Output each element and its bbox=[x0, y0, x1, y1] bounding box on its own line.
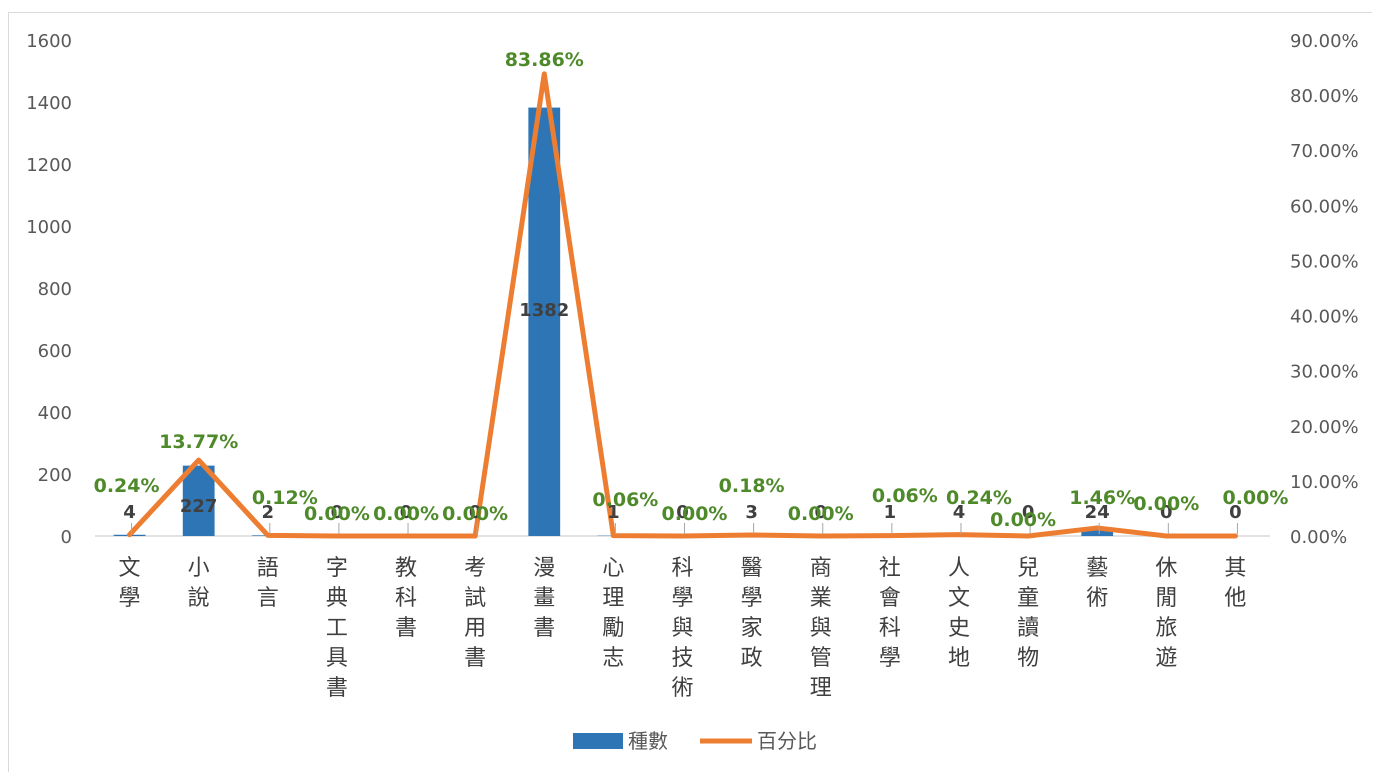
x-category-label: 小說 bbox=[188, 556, 210, 611]
y-right-tick-label: 40.00% bbox=[1290, 307, 1359, 328]
x-category-label: 兒童讀物 bbox=[1017, 556, 1039, 671]
bar-value-label: 1382 bbox=[519, 300, 569, 321]
x-category-label: 社會科學 bbox=[879, 556, 901, 671]
x-category-label: 人文史地 bbox=[948, 556, 970, 671]
bar-value-label: 0 bbox=[400, 502, 413, 523]
y-right-tick-label: 90.00% bbox=[1290, 31, 1359, 52]
x-category-label: 考試用書 bbox=[464, 556, 486, 671]
x-category-label: 字典工具書 bbox=[326, 556, 348, 701]
percent-label: 0.00% bbox=[373, 503, 439, 525]
percent-label: 0.00% bbox=[788, 503, 854, 525]
bar-value-label: 3 bbox=[745, 502, 758, 523]
y-right-tick-label: 10.00% bbox=[1290, 472, 1359, 493]
percent-label: 0.06% bbox=[872, 485, 938, 507]
bar-value-label: 4 bbox=[123, 502, 136, 523]
y-right-tick-label: 80.00% bbox=[1290, 86, 1359, 107]
bar[interactable] bbox=[1081, 528, 1114, 536]
bar-value-label: 0 bbox=[676, 502, 689, 523]
x-category-label: 心理勵志 bbox=[602, 556, 624, 671]
x-category-label: 其他 bbox=[1224, 556, 1246, 611]
y-left-tick-label: 0 bbox=[61, 527, 72, 548]
x-category-label: 藝術 bbox=[1086, 556, 1108, 611]
y-left-tick-label: 1000 bbox=[26, 217, 72, 238]
y-left-tick-label: 200 bbox=[38, 465, 72, 486]
x-category-label: 文學 bbox=[119, 556, 141, 611]
series-line bbox=[127, 71, 1238, 539]
bar-value-label: 0 bbox=[1160, 502, 1173, 523]
percent-label: 0.24% bbox=[94, 475, 160, 497]
bar-value-label: 0 bbox=[331, 502, 344, 523]
bar-value-label: 227 bbox=[180, 496, 218, 517]
percent-label: 0.00% bbox=[1133, 493, 1199, 515]
percent-label: 0.00% bbox=[304, 503, 370, 525]
y-left-tick-label: 1600 bbox=[26, 31, 72, 52]
chart-frame bbox=[8, 12, 1372, 772]
bar-value-label: 0 bbox=[1022, 502, 1035, 523]
x-category-label: 科學與技術 bbox=[671, 556, 693, 701]
y-right-tick-label: 30.00% bbox=[1290, 362, 1359, 383]
bar[interactable] bbox=[528, 107, 561, 536]
y-left-tick-label: 1200 bbox=[26, 155, 72, 176]
percent-label: 0.18% bbox=[719, 475, 785, 497]
y-right-tick-label: 70.00% bbox=[1290, 141, 1359, 162]
y-right-tick-label: 60.00% bbox=[1290, 196, 1359, 217]
legend-label: 百分比 bbox=[757, 729, 817, 753]
bar[interactable] bbox=[182, 465, 215, 536]
legend-swatch-bar bbox=[573, 733, 623, 749]
bar-value-label: 0 bbox=[814, 502, 827, 523]
bar-value-label: 0 bbox=[469, 502, 482, 523]
bar-value-label: 2 bbox=[262, 502, 275, 523]
x-category-label: 商業與管理 bbox=[810, 556, 832, 701]
bar-value-label: 4 bbox=[953, 502, 966, 523]
percent-label: 0.06% bbox=[592, 489, 658, 511]
y-left-tick-label: 800 bbox=[38, 279, 72, 300]
percent-label: 13.77% bbox=[159, 431, 238, 453]
percent-label: 0.00% bbox=[1222, 487, 1288, 509]
y-left-tick-label: 600 bbox=[38, 341, 72, 362]
percent-label: 0.00% bbox=[442, 503, 508, 525]
x-category-label: 漫畫書 bbox=[533, 556, 555, 641]
percent-label: 0.24% bbox=[946, 487, 1012, 509]
x-category-label: 醫學家政 bbox=[741, 556, 763, 671]
percent-label: 1.46% bbox=[1069, 487, 1135, 509]
y-right-tick-label: 20.00% bbox=[1290, 417, 1359, 438]
y-right-tick-label: 0.00% bbox=[1290, 527, 1347, 548]
y-right-tick-label: 50.00% bbox=[1290, 251, 1359, 272]
bar-value-label: 1 bbox=[884, 502, 897, 523]
bar-value-label: 24 bbox=[1085, 502, 1110, 523]
percent-label: 0.00% bbox=[990, 509, 1056, 531]
percent-label: 0.00% bbox=[662, 503, 728, 525]
x-category-label: 教科書 bbox=[395, 556, 417, 641]
y-left-tick-label: 400 bbox=[38, 403, 72, 424]
x-category-label: 休閒旅遊 bbox=[1155, 556, 1177, 671]
percent-label: 0.12% bbox=[252, 487, 318, 509]
x-category-label: 語言 bbox=[257, 556, 279, 611]
percent-label: 83.86% bbox=[505, 49, 584, 71]
y-left-tick-label: 1400 bbox=[26, 93, 72, 114]
bar-value-label: 0 bbox=[1229, 502, 1242, 523]
legend-label: 種數 bbox=[628, 729, 668, 753]
bar-value-label: 1 bbox=[607, 502, 620, 523]
